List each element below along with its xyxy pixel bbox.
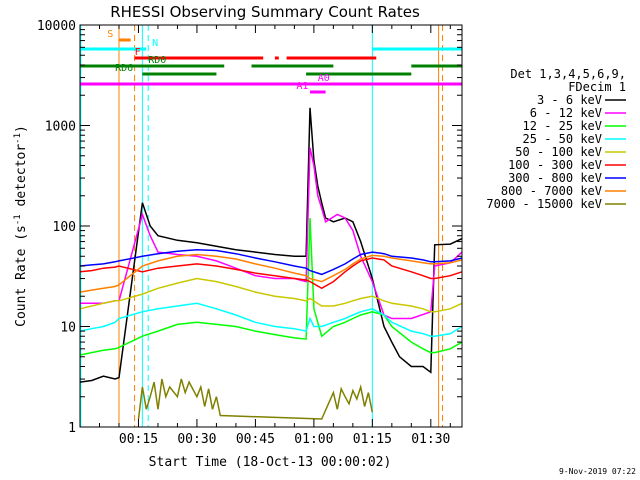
legend-label-1: 6 - 12 keV (530, 106, 602, 120)
y-tick-label-0: 1 (68, 421, 76, 436)
status-label-n: N (152, 38, 158, 49)
x-tick-label-5: 01:30 (411, 432, 450, 447)
y-axis: 1 10 100 1000 10000 (37, 19, 462, 436)
y-axis-label: Count Rate (s-1 detector-1) (13, 125, 29, 327)
x-tick-label-2: 00:45 (236, 432, 275, 447)
legend-label-0: 3 - 6 keV (537, 93, 602, 107)
status-label-a1: A1 (296, 81, 308, 92)
legend-label-4: 50 - 100 keV (515, 145, 602, 159)
series-line-5 (79, 257, 463, 290)
legend-label-3: 25 - 50 keV (523, 132, 602, 146)
series-line-0 (79, 107, 463, 383)
x-axis-label: Start Time (18-Oct-13 00:00:02) (149, 455, 392, 470)
series-line-7 (79, 253, 463, 293)
series-line-2 (79, 217, 463, 356)
series-line-4 (79, 277, 463, 313)
y-tick-label-2: 100 (53, 220, 76, 235)
x-tick-label-0: 00:15 (119, 432, 158, 447)
legend-label-2: 12 - 25 keV (523, 119, 602, 133)
plot-area: S NF RD0 RD6 A0 A1 (79, 25, 463, 427)
series-line-3 (79, 302, 463, 337)
chart-title: RHESSI Observing Summary Count Rates (110, 3, 420, 21)
series-line-1 (80, 147, 463, 320)
x-tick-label-3: 01:00 (294, 432, 333, 447)
legend-header-1: Det 1,3,4,5,6,9, (510, 67, 626, 81)
status-label-f: F (135, 47, 141, 58)
legend-label-6: 300 - 800 keV (508, 171, 602, 185)
series-line-8 (137, 378, 374, 420)
legend-label-8: 7000 - 15000 keV (486, 197, 602, 211)
x-tick-label-1: 00:30 (177, 432, 216, 447)
x-tick-label-4: 01:15 (353, 432, 392, 447)
footer-date: 9-Nov-2019 07:22 (559, 467, 636, 476)
series-line-6 (79, 249, 463, 276)
status-label-s: S (107, 29, 113, 40)
y-tick-label-4: 10000 (37, 19, 76, 34)
legend-label-5: 100 - 300 keV (508, 158, 602, 172)
x-axis: 00:15 00:30 00:45 01:00 01:15 01:30 (98, 25, 451, 447)
status-label-a0: A0 (318, 73, 330, 84)
status-label-rd6: RD6 (115, 63, 133, 74)
status-label-rd0: RD0 (148, 55, 166, 66)
y-tick-label-1: 10 (60, 321, 76, 336)
legend-label-7: 800 - 7000 keV (501, 184, 602, 198)
legend-header-2: FDecim 1 (568, 80, 626, 94)
y-tick-label-3: 1000 (45, 120, 76, 135)
